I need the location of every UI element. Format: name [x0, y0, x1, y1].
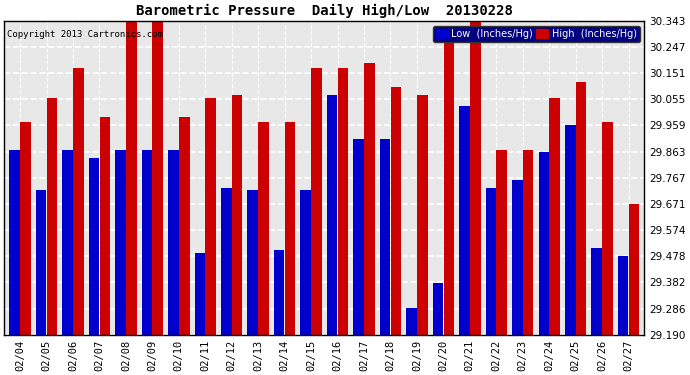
- Bar: [380, 139, 391, 335]
- Bar: [274, 251, 284, 335]
- Bar: [206, 98, 216, 335]
- Bar: [99, 117, 110, 335]
- Bar: [47, 98, 57, 335]
- Bar: [20, 122, 31, 335]
- Bar: [337, 68, 348, 335]
- Bar: [152, 22, 163, 335]
- Bar: [232, 95, 242, 335]
- Bar: [141, 150, 152, 335]
- Bar: [417, 95, 428, 335]
- Bar: [311, 68, 322, 335]
- Bar: [470, 22, 480, 335]
- Bar: [364, 63, 375, 335]
- Bar: [285, 122, 295, 335]
- Bar: [523, 150, 533, 335]
- Bar: [549, 98, 560, 335]
- Bar: [486, 188, 496, 335]
- Bar: [195, 253, 205, 335]
- Bar: [576, 82, 586, 335]
- Bar: [115, 150, 126, 335]
- Bar: [591, 248, 602, 335]
- Bar: [444, 35, 454, 335]
- Bar: [565, 125, 575, 335]
- Legend: Low  (Inches/Hg), High  (Inches/Hg): Low (Inches/Hg), High (Inches/Hg): [433, 26, 640, 42]
- Bar: [248, 190, 258, 335]
- Bar: [10, 150, 20, 335]
- Title: Barometric Pressure  Daily High/Low  20130228: Barometric Pressure Daily High/Low 20130…: [136, 4, 513, 18]
- Bar: [179, 117, 190, 335]
- Bar: [258, 122, 269, 335]
- Bar: [126, 22, 137, 335]
- Bar: [221, 188, 232, 335]
- Bar: [459, 106, 470, 335]
- Bar: [168, 150, 179, 335]
- Bar: [89, 158, 99, 335]
- Bar: [538, 152, 549, 335]
- Bar: [300, 190, 311, 335]
- Bar: [618, 256, 629, 335]
- Bar: [629, 204, 640, 335]
- Bar: [433, 283, 443, 335]
- Bar: [391, 87, 401, 335]
- Bar: [496, 150, 507, 335]
- Bar: [406, 308, 417, 335]
- Bar: [36, 190, 46, 335]
- Bar: [327, 95, 337, 335]
- Bar: [353, 139, 364, 335]
- Bar: [602, 122, 613, 335]
- Bar: [512, 180, 522, 335]
- Bar: [73, 68, 83, 335]
- Text: Copyright 2013 Cartronics.com: Copyright 2013 Cartronics.com: [8, 30, 164, 39]
- Bar: [62, 150, 73, 335]
